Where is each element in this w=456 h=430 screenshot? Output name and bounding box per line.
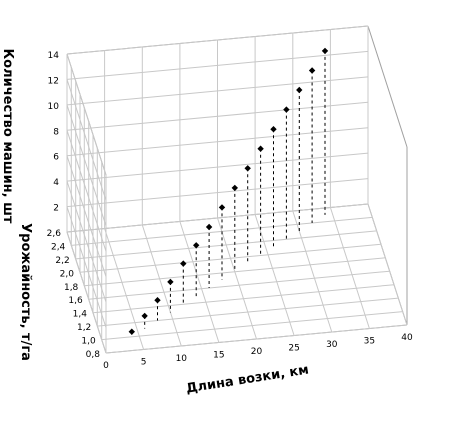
y-tick-label: 2,2 bbox=[55, 256, 69, 266]
z-tick-label: 6 bbox=[53, 153, 59, 163]
z-tick-label: 12 bbox=[48, 76, 59, 86]
z-gridline-left bbox=[66, 104, 107, 227]
z-gridline-back bbox=[66, 127, 369, 157]
x-gridline-floor bbox=[141, 224, 182, 347]
x-tick-label: 20 bbox=[251, 347, 263, 357]
x-gridline-floor bbox=[217, 217, 257, 340]
x-gridline-floor bbox=[367, 203, 408, 326]
y-tick-label: 0,8 bbox=[86, 350, 101, 360]
z-gridline-left bbox=[66, 206, 107, 328]
x-tick-label: 40 bbox=[401, 333, 413, 343]
x-gridline-floor bbox=[329, 207, 370, 329]
data-point bbox=[244, 165, 251, 172]
y-tick-label: 2,6 bbox=[47, 229, 62, 239]
x-gridline-floor bbox=[179, 221, 220, 343]
y-gridline-floor bbox=[101, 311, 403, 341]
x-gridline-floor bbox=[254, 214, 295, 336]
data-point bbox=[128, 328, 135, 335]
y-gridline-floor bbox=[75, 230, 377, 260]
y-tick-label: 1,6 bbox=[68, 296, 83, 306]
x-axis-label: Длина возки, км bbox=[185, 362, 310, 396]
x-gridline-floor bbox=[104, 228, 145, 350]
z-gridline-left bbox=[66, 53, 107, 176]
data-point bbox=[308, 67, 316, 74]
z-gridline-left bbox=[66, 79, 107, 201]
z-gridline-back bbox=[66, 25, 369, 55]
z-tick-label: 2 bbox=[53, 204, 59, 214]
x-tick-label: 25 bbox=[288, 344, 299, 354]
z-gridline-back bbox=[66, 203, 369, 233]
z-gridline-back bbox=[66, 178, 369, 208]
z-gridline-left bbox=[66, 231, 107, 354]
chart-gridlines bbox=[66, 25, 408, 354]
data-point bbox=[321, 47, 329, 55]
z-gridline-back bbox=[66, 76, 369, 106]
y-gridline-floor bbox=[92, 284, 395, 314]
data-point bbox=[218, 204, 226, 211]
data-point bbox=[270, 126, 277, 133]
y-tick-label: 2,0 bbox=[60, 269, 75, 279]
z-tick-label: 10 bbox=[48, 102, 60, 112]
z-gridline-left bbox=[66, 130, 107, 252]
z-gridline-back bbox=[66, 152, 369, 182]
y-gridline-floor bbox=[88, 270, 390, 300]
y-tick-label: 1,2 bbox=[77, 323, 91, 333]
y-axis-label: Урожайность, т/га bbox=[18, 223, 33, 361]
data-point bbox=[141, 312, 148, 320]
z-tick-label: 4 bbox=[53, 178, 59, 188]
x-gridline-floor bbox=[292, 210, 333, 333]
y-tick-label: 1,8 bbox=[64, 283, 79, 293]
y-gridline-floor bbox=[79, 243, 382, 273]
x-tick-label: 35 bbox=[364, 337, 375, 347]
x-tick-label: 15 bbox=[213, 351, 224, 361]
data-point bbox=[167, 278, 174, 286]
y-gridline-floor bbox=[105, 324, 408, 354]
chart-tick-labels: 0 5 10 15 20 25 30 35 40 0,8 1,0 1,2 1,4 1,6 1,8 2,0 2,2… bbox=[47, 51, 413, 371]
y-gridline-floor bbox=[97, 297, 399, 327]
data-point bbox=[154, 297, 161, 304]
z-gridline-left bbox=[66, 180, 107, 303]
z-gridline-back bbox=[66, 50, 369, 80]
z-tick-label: 8 bbox=[53, 127, 59, 137]
data-point bbox=[193, 242, 200, 249]
z-gridline-left bbox=[66, 155, 107, 277]
x-tick-label: 10 bbox=[176, 354, 188, 364]
data-point bbox=[296, 86, 303, 94]
y-tick-label: 2,4 bbox=[51, 242, 66, 252]
data-point bbox=[257, 145, 264, 152]
x-tick-label: 5 bbox=[141, 358, 147, 368]
x-tick-label: 0 bbox=[103, 361, 109, 371]
y-tick-label: 1,4 bbox=[73, 310, 88, 320]
chart-marks bbox=[128, 47, 329, 337]
z-axis-label: Количество машин, шт bbox=[0, 49, 15, 224]
z-gridline-back bbox=[66, 101, 369, 131]
data-point bbox=[231, 184, 238, 192]
y-gridline-floor bbox=[84, 257, 386, 287]
y-tick-label: 1,0 bbox=[81, 337, 96, 347]
box-edge bbox=[367, 25, 408, 148]
data-point bbox=[180, 260, 187, 267]
x-tick-label: 30 bbox=[326, 340, 338, 350]
z-tick-label: 14 bbox=[48, 51, 60, 61]
data-point bbox=[205, 223, 213, 231]
data-point bbox=[283, 106, 290, 113]
